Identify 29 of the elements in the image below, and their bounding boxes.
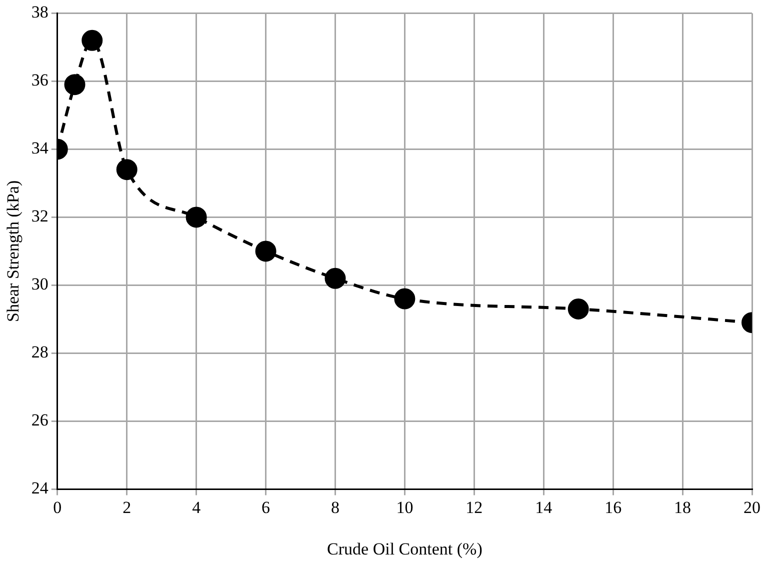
x-axis-title: Crude Oil Content (%) (327, 539, 482, 558)
point (568, 298, 589, 320)
point (82, 30, 103, 51)
x-tick-label: 8 (330, 498, 340, 517)
x-tick-label: 4 (192, 498, 202, 517)
y-tick-label: 24 (31, 478, 49, 498)
point (255, 240, 276, 262)
x-tick-label: 16 (604, 498, 622, 517)
y-tick-label: 36 (31, 70, 48, 90)
point (64, 74, 86, 96)
x-tick-label: 18 (674, 498, 692, 517)
point (186, 206, 207, 228)
x-tick-label: 12 (466, 498, 483, 517)
x-tick-label: 10 (396, 498, 414, 517)
x-tick-label: 2 (122, 498, 132, 517)
y-axis-title: Shear Strength (kPa) (4, 180, 23, 322)
y-tick-label: 30 (31, 274, 48, 294)
y-tick-label: 28 (31, 342, 48, 362)
y-tick-label: 26 (31, 410, 48, 430)
x-tick-label: 14 (535, 498, 553, 517)
point (324, 268, 346, 289)
x-tick-label: 0 (53, 498, 62, 517)
x-tick-label: 20 (744, 498, 760, 517)
y-tick-label: 34 (31, 138, 49, 158)
y-tick-label: 32 (31, 206, 48, 226)
y-tick-label: 38 (31, 2, 48, 22)
point (116, 159, 138, 180)
point (394, 288, 416, 310)
x-tick-label: 6 (262, 498, 270, 517)
